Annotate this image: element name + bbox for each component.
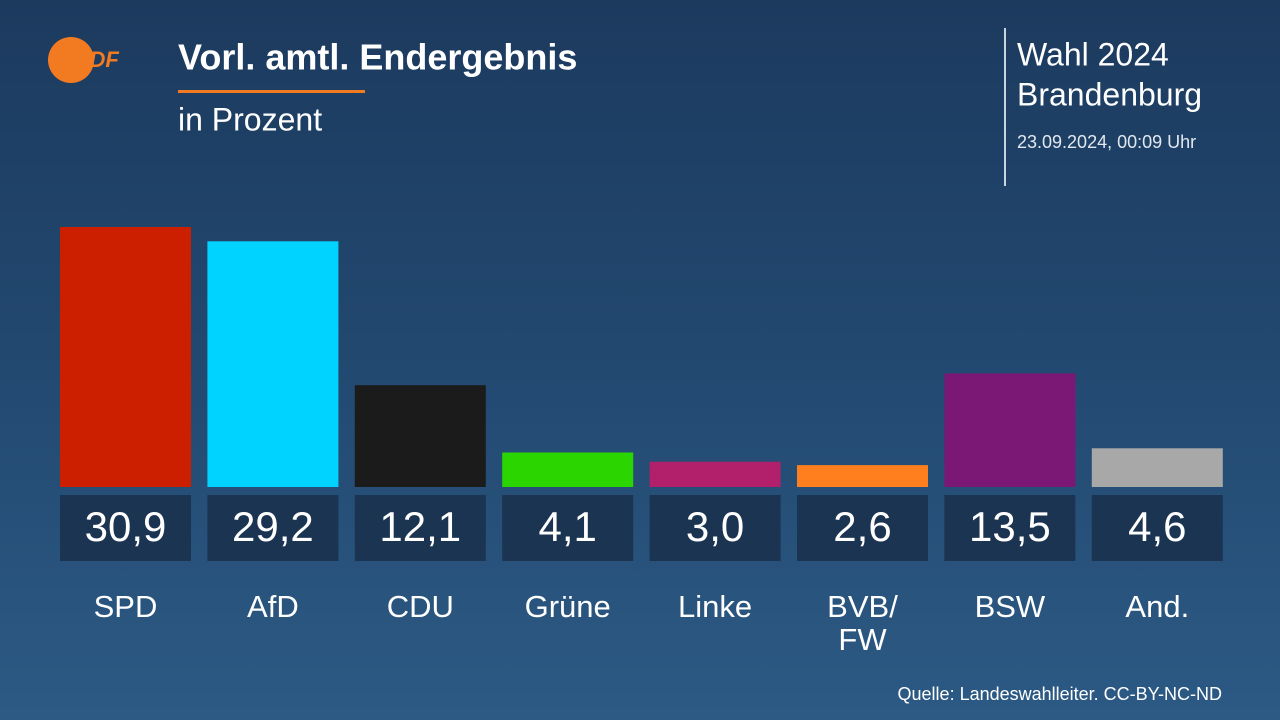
category-label: BVB/ FW bbox=[827, 589, 898, 657]
value-label: 30,9 bbox=[85, 503, 167, 550]
bar bbox=[649, 461, 781, 487]
bar bbox=[1091, 448, 1223, 487]
bar bbox=[60, 227, 191, 487]
value-box bbox=[60, 495, 191, 561]
value-box bbox=[207, 495, 339, 561]
source: Quelle: Landeswahlleiter. CC-BY-NC-ND bbox=[898, 684, 1222, 704]
logo: 2DF bbox=[76, 47, 119, 72]
value-label: 3,0 bbox=[686, 503, 744, 550]
category-label: SPD bbox=[93, 589, 158, 624]
value-label: 4,6 bbox=[1128, 503, 1186, 550]
value-box bbox=[502, 495, 634, 561]
bar bbox=[797, 465, 928, 487]
category-label: And. bbox=[1125, 589, 1190, 624]
title-underline bbox=[178, 90, 365, 93]
region: Brandenburg bbox=[1017, 76, 1202, 112]
bar bbox=[502, 452, 634, 487]
bar bbox=[207, 241, 339, 487]
category-label: Linke bbox=[678, 589, 753, 624]
chart-title: Vorl. amtl. Endergebnis bbox=[178, 37, 577, 78]
category-label: CDU bbox=[386, 589, 454, 624]
value-label: 29,2 bbox=[232, 503, 314, 550]
category-label: AfD bbox=[247, 589, 299, 624]
value-label: 4,1 bbox=[539, 503, 597, 550]
category-label: BSW bbox=[974, 589, 1046, 624]
value-label: 2,6 bbox=[833, 503, 891, 550]
logo-circle bbox=[48, 37, 94, 83]
value-label: 13,5 bbox=[969, 503, 1051, 550]
value-label: 12,1 bbox=[379, 503, 461, 550]
divider bbox=[1004, 28, 1006, 186]
bar bbox=[944, 373, 1076, 487]
value-box bbox=[1091, 495, 1223, 561]
value-box bbox=[944, 495, 1076, 561]
value-box bbox=[797, 495, 928, 561]
timestamp: 23.09.2024, 00:09 Uhr bbox=[1017, 132, 1196, 152]
election: Wahl 2024 bbox=[1017, 36, 1169, 72]
chart-subtitle: in Prozent bbox=[178, 101, 322, 137]
bar bbox=[354, 385, 486, 487]
value-box bbox=[649, 495, 781, 561]
category-label: Grüne bbox=[524, 589, 611, 624]
value-box bbox=[354, 495, 486, 561]
